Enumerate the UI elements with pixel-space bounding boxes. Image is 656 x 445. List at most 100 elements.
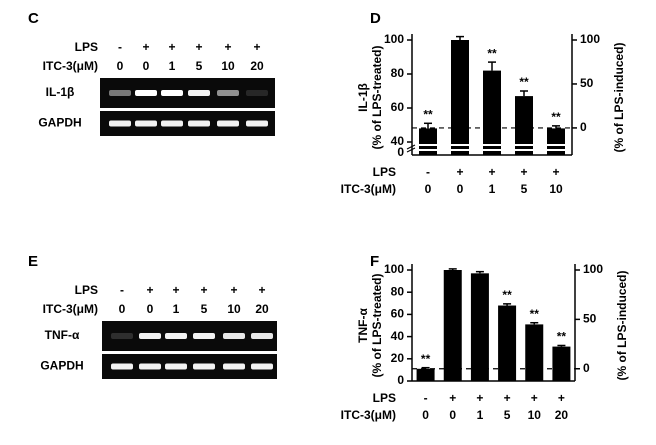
bar [443,270,462,381]
x-tick-label: 5 [521,182,528,196]
y2-tick-label: 100 [583,262,603,276]
bar [552,346,571,381]
lane-label: + [142,40,149,54]
gel-band [251,363,273,370]
y-tick-label: 80 [391,66,405,80]
lane-label: 10 [227,302,241,316]
panel-label: D [370,10,381,27]
x-row-label: + [531,391,538,405]
band-label: IL-1β [46,85,75,99]
y2-tick-label: 50 [580,76,594,90]
bar [547,128,565,155]
y-tick-label: 80 [391,284,405,298]
significance: ** [551,110,561,124]
x-tick-label: 0 [422,408,429,422]
lane-label: 10 [221,59,235,73]
bar [451,40,469,155]
x-tick-label: 1 [489,182,496,196]
gel-image [100,78,275,108]
lane-label: 0 [143,59,150,73]
gel-band [188,120,210,127]
x-row-label: + [456,165,463,179]
x-row-label: + [552,165,559,179]
row-label: ITC-3(μM) [43,302,98,316]
lane-label: 5 [201,302,208,316]
significance: ** [530,307,540,321]
x-row-label: + [504,391,511,405]
lane-label: + [224,40,231,54]
gel-band [217,120,239,127]
gel-band [246,120,268,127]
gel-band [188,90,210,96]
lane-label: 5 [196,59,203,73]
significance: ** [502,288,512,302]
break-stripe [547,149,565,151]
lane-label: 20 [255,302,269,316]
gel-band [193,363,215,370]
lane-label: + [168,40,175,54]
y-tick-label: 60 [391,100,405,114]
lane-label: + [258,283,265,297]
gel-band [109,120,131,127]
panel-label: C [28,10,39,27]
y-tick-label: 40 [391,134,405,148]
row-label: ITC-3(μM) [341,408,396,422]
bar [483,70,501,155]
lane-label: - [118,40,122,54]
bar [470,273,489,381]
gel-band [161,90,183,96]
y-tick-label: 100 [384,262,404,276]
gel-band [217,90,239,96]
y-tick-label: 40 [391,329,405,343]
significance: ** [519,75,529,89]
row-label: LPS [75,283,98,297]
x-row-label: - [424,391,428,405]
x-tick-label: 1 [477,408,484,422]
row-label: ITC-3(μM) [341,182,396,196]
y-axis-title: (% of LPS-treated) [370,273,384,377]
lane-label: 0 [119,302,126,316]
break-stripe [483,149,501,151]
lane-label: 20 [250,59,264,73]
break-stripe [483,144,501,146]
x-tick-label: 0 [449,408,456,422]
y-axis-title: (% of LPS-treated) [370,45,384,149]
y-tick-label: 100 [384,32,404,46]
break-stripe [451,149,469,151]
bar [498,305,517,381]
break-stripe [419,149,437,151]
band-label: GAPDH [38,116,81,130]
break-stripe [419,144,437,146]
x-row-label: + [488,165,495,179]
lane-label: 1 [173,302,180,316]
gel-band [193,333,215,339]
x-row-label: + [520,165,527,179]
significance: ** [557,330,567,344]
lane-label: 0 [147,302,154,316]
lane-label: + [253,40,260,54]
gel-band [139,333,161,339]
row-label: LPS [373,165,396,179]
gel-image [102,321,277,351]
y2-axis-title: (% of LPS-induced) [612,43,626,153]
y-axis-title: TNF-α [356,308,370,343]
bar [515,96,533,155]
gel-band [109,90,131,96]
y-tick-label: 60 [391,307,405,321]
gel-band [111,363,133,370]
gel-band [135,120,157,127]
x-row-label: + [558,391,565,405]
row-label: ITC-3(μM) [43,59,98,73]
lane-label: - [120,283,124,297]
x-tick-label: 10 [549,182,563,196]
y-tick-label: 20 [391,351,405,365]
significance: ** [487,46,497,60]
bar [416,368,435,381]
y-tick-label: 0 [397,373,404,387]
break-stripe [515,144,533,146]
y2-tick-label: 0 [580,120,587,134]
x-tick-label: 0 [425,182,432,196]
panel-label: E [28,253,38,270]
lane-label: 1 [169,59,176,73]
